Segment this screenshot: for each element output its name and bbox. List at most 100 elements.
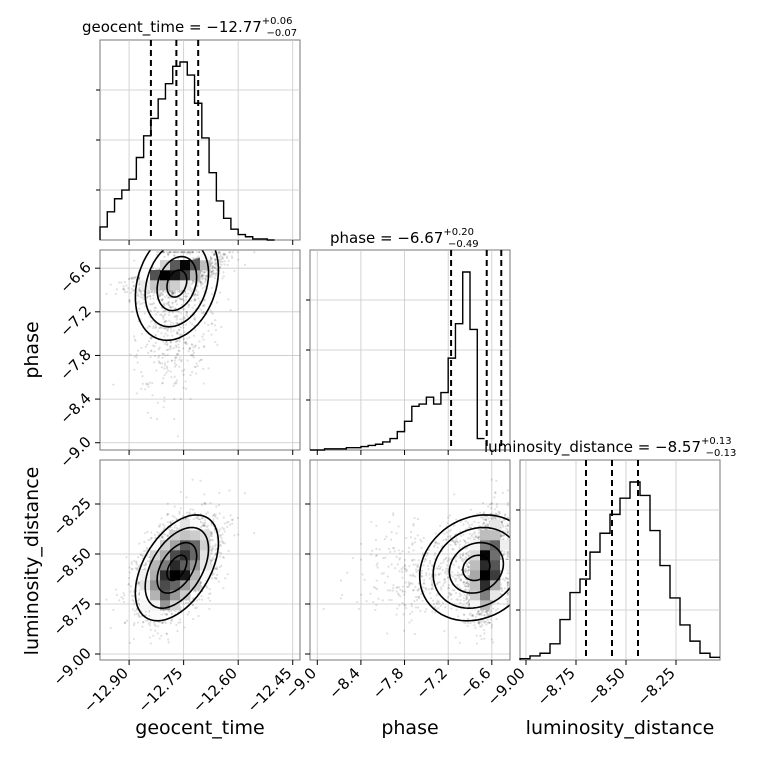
sample-point	[160, 634, 163, 637]
sample-point	[211, 556, 214, 559]
sample-point	[148, 381, 151, 384]
sample-point	[180, 251, 183, 254]
sample-point	[165, 348, 168, 352]
sample-point	[166, 512, 169, 516]
sample-point	[129, 590, 132, 593]
sample-point	[188, 336, 191, 339]
sample-point	[171, 302, 174, 305]
sample-point	[184, 292, 187, 295]
sample-point	[212, 513, 216, 516]
sample-point	[179, 397, 182, 400]
sample-point	[168, 304, 171, 307]
sample-point	[167, 253, 170, 256]
sample-point	[174, 609, 177, 613]
sample-point	[140, 332, 144, 335]
sample-point	[204, 502, 207, 506]
sample-point	[173, 418, 176, 421]
sample-point	[182, 300, 186, 303]
sample-point	[193, 294, 196, 297]
sample-point	[202, 274, 206, 277]
sample-point	[127, 277, 131, 281]
sample-point	[221, 541, 224, 544]
sample-point	[188, 251, 192, 254]
sample-point	[153, 361, 156, 364]
sample-point	[143, 540, 146, 544]
sample-point	[222, 541, 225, 544]
sample-point	[212, 253, 215, 256]
sample-point	[210, 539, 213, 542]
sample-point	[227, 549, 230, 553]
sample-point	[123, 621, 126, 625]
sample-point	[161, 536, 164, 540]
sample-point	[197, 291, 200, 294]
sample-point	[231, 518, 234, 521]
sample-point	[200, 274, 203, 277]
sample-point	[226, 255, 229, 258]
sample-point	[159, 326, 162, 329]
sample-point	[220, 263, 223, 266]
sample-point	[170, 291, 174, 294]
sample-point	[197, 258, 200, 261]
sample-point	[135, 612, 138, 615]
sample-point	[210, 523, 213, 526]
contour-line	[144, 250, 210, 328]
sample-point	[183, 341, 186, 344]
sample-point	[168, 348, 171, 351]
sample-point	[170, 619, 173, 622]
sample-point	[203, 304, 206, 307]
sample-point	[190, 343, 193, 346]
sample-point	[187, 251, 190, 254]
sample-point	[200, 595, 203, 598]
sample-point	[164, 621, 168, 624]
sample-point	[123, 288, 126, 291]
sample-point	[159, 313, 162, 316]
histogram-geocent-time	[99, 61, 275, 241]
sample-point	[167, 303, 170, 306]
sample-point	[211, 265, 214, 268]
sample-point	[222, 275, 225, 278]
sample-point	[200, 312, 203, 315]
sample-point	[158, 354, 161, 357]
sample-point	[122, 592, 125, 595]
sample-point	[128, 641, 131, 645]
sample-point	[191, 354, 194, 357]
sample-point	[169, 521, 172, 524]
sample-point	[219, 555, 222, 558]
sample-point	[132, 594, 135, 598]
sample-point	[146, 560, 149, 563]
sample-point	[127, 582, 131, 586]
histogram-luminosity-distance	[519, 481, 720, 660]
sample-point	[164, 332, 167, 335]
sample-point	[160, 366, 163, 369]
sample-point	[183, 368, 186, 371]
sample-point	[203, 522, 206, 526]
sample-point	[176, 290, 179, 293]
sample-point	[139, 290, 142, 293]
sample-point	[125, 284, 128, 287]
sample-point	[140, 371, 143, 374]
panels-layer: −12.90 −12.75 −12.60 −12.45−9.0 −8.4 −7.8 −7.2…	[50, 39, 721, 716]
sample-point	[175, 379, 179, 382]
sample-point	[202, 310, 205, 314]
sample-point	[133, 259, 136, 262]
sample-point	[109, 626, 112, 629]
sample-point	[203, 345, 206, 348]
sample-point	[168, 290, 171, 294]
sample-point	[147, 324, 150, 328]
sample-point	[186, 251, 190, 254]
sample-point	[131, 608, 135, 611]
sample-point	[204, 281, 207, 284]
sample-point	[158, 537, 161, 540]
sample-point	[122, 287, 126, 291]
sample-point	[148, 295, 152, 298]
sample-point	[222, 253, 225, 256]
sample-point	[170, 330, 173, 333]
sample-point	[211, 514, 214, 517]
sample-point	[161, 326, 164, 330]
sample-point	[173, 375, 176, 378]
sample-point	[182, 298, 185, 301]
sample-point	[159, 362, 162, 365]
sample-point	[194, 297, 197, 301]
sample-point	[233, 534, 236, 537]
sample-point	[130, 567, 133, 570]
